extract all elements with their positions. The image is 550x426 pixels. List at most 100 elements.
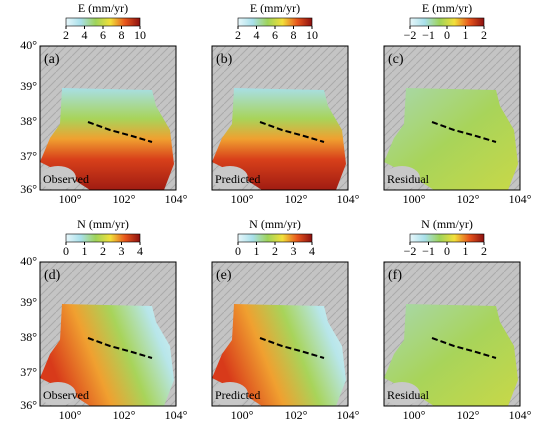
colorbar-tick-label: 2 bbox=[63, 28, 69, 42]
longitude-label: 102° bbox=[113, 192, 136, 206]
colorbar-tick-label: 1 bbox=[82, 244, 88, 258]
longitude-label: 104° bbox=[337, 408, 360, 422]
colorbar-tick-label: 0 bbox=[444, 28, 450, 42]
colorbar-tick-label: 8 bbox=[291, 28, 297, 42]
map-frame bbox=[211, 261, 349, 407]
colorbar bbox=[65, 233, 141, 243]
panel-caption: Residual bbox=[387, 388, 430, 402]
panel-label: (f) bbox=[388, 268, 402, 283]
latitude-label: 36° bbox=[20, 398, 37, 412]
colorbar-tick-label: 10 bbox=[134, 28, 146, 42]
map-frame bbox=[383, 261, 521, 407]
velocity-field bbox=[384, 88, 518, 190]
map-panel: (f) Residual N (mm/yr) −2 −1 0 1 2 100° 102° 104° bbox=[383, 217, 532, 422]
fault-trace bbox=[431, 337, 497, 359]
colorbar bbox=[65, 17, 141, 27]
longitude-label: 100° bbox=[231, 408, 254, 422]
colorbar bbox=[409, 17, 485, 27]
latitude-label: 37° bbox=[20, 149, 37, 163]
colorbar-tick-label: 4 bbox=[82, 28, 88, 42]
latitude-label: 37° bbox=[20, 365, 37, 379]
lake bbox=[384, 382, 420, 406]
fault-trace bbox=[259, 121, 325, 143]
colorbar-tick-label: −1 bbox=[422, 28, 435, 42]
map-panel: (e) Predicted N (mm/yr) 0 1 2 3 4 100° 102° 104° bbox=[211, 217, 360, 422]
colorbar-tick-label: 0 bbox=[235, 244, 241, 258]
latitude-label: 40° bbox=[20, 38, 37, 52]
longitude-label: 102° bbox=[285, 192, 308, 206]
latitude-label: 36° bbox=[20, 182, 37, 196]
colorbar-title: E (mm/yr) bbox=[78, 1, 128, 15]
latitude-label: 38° bbox=[20, 330, 37, 344]
colorbar-tick-label: 8 bbox=[119, 28, 125, 42]
colorbar-tick-label: 1 bbox=[463, 244, 469, 258]
map-frame bbox=[383, 45, 521, 191]
longitude-label: 102° bbox=[457, 192, 480, 206]
colorbar-title: E (mm/yr) bbox=[422, 1, 472, 15]
longitude-label: 104° bbox=[165, 408, 188, 422]
map-panel: (d) Observed N (mm/yr) 0 1 2 3 4 100° 102° 104° 40°… bbox=[20, 217, 187, 422]
colorbar-title: N (mm/yr) bbox=[77, 217, 129, 231]
panel-label: (a) bbox=[44, 52, 60, 67]
colorbar-tick-label: −2 bbox=[404, 244, 417, 258]
colorbar-tick-label: 4 bbox=[137, 244, 143, 258]
lake bbox=[212, 382, 248, 406]
fault-trace bbox=[87, 337, 153, 359]
map-frame bbox=[39, 261, 177, 407]
colorbar-tick-label: 10 bbox=[306, 28, 318, 42]
colorbar-title: N (mm/yr) bbox=[249, 217, 301, 231]
panel-caption: Predicted bbox=[215, 172, 260, 186]
lake bbox=[40, 382, 76, 406]
fault-trace bbox=[87, 121, 153, 143]
panel-caption: Observed bbox=[43, 172, 89, 186]
panel-caption: Predicted bbox=[215, 388, 260, 402]
colorbar-tick-label: 2 bbox=[481, 244, 487, 258]
longitude-label: 102° bbox=[457, 408, 480, 422]
map-panel: (c) Residual E (mm/yr) −2 −1 0 1 2 100° 102° 104° bbox=[383, 1, 532, 206]
colorbar-tick-label: 0 bbox=[63, 244, 69, 258]
panel-label: (e) bbox=[216, 268, 232, 283]
colorbar-tick-label: 2 bbox=[481, 28, 487, 42]
panel-caption: Observed bbox=[43, 388, 89, 402]
lake bbox=[212, 166, 248, 190]
longitude-label: 104° bbox=[509, 408, 532, 422]
colorbar-tick-label: 2 bbox=[100, 244, 106, 258]
colorbar-tick-label: 4 bbox=[309, 244, 315, 258]
longitude-label: 104° bbox=[165, 192, 188, 206]
latitude-label: 38° bbox=[20, 114, 37, 128]
latitude-label: 39° bbox=[20, 295, 37, 309]
colorbar-tick-label: 1 bbox=[463, 28, 469, 42]
colorbar bbox=[409, 233, 485, 243]
lake bbox=[40, 166, 76, 190]
longitude-label: 102° bbox=[113, 408, 136, 422]
longitude-label: 100° bbox=[403, 192, 426, 206]
longitude-label: 100° bbox=[403, 408, 426, 422]
colorbar-tick-label: 6 bbox=[100, 28, 106, 42]
colorbar-title: E (mm/yr) bbox=[250, 1, 300, 15]
panel-label: (d) bbox=[44, 268, 61, 283]
velocity-field bbox=[212, 304, 346, 406]
longitude-label: 100° bbox=[59, 408, 82, 422]
lake bbox=[384, 166, 420, 190]
colorbar-tick-label: 3 bbox=[119, 244, 125, 258]
colorbar-tick-label: 2 bbox=[272, 244, 278, 258]
colorbar bbox=[237, 233, 313, 243]
colorbar-tick-label: −1 bbox=[422, 244, 435, 258]
longitude-label: 100° bbox=[231, 192, 254, 206]
colorbar-tick-label: 3 bbox=[291, 244, 297, 258]
velocity-field bbox=[40, 88, 174, 190]
colorbar-tick-label: 6 bbox=[272, 28, 278, 42]
fault-trace bbox=[259, 337, 325, 359]
colorbar bbox=[237, 17, 313, 27]
map-frame bbox=[39, 45, 177, 191]
latitude-label: 40° bbox=[20, 254, 37, 268]
longitude-label: 100° bbox=[59, 192, 82, 206]
colorbar-tick-label: 0 bbox=[444, 244, 450, 258]
colorbar-tick-label: 2 bbox=[235, 28, 241, 42]
velocity-field bbox=[212, 88, 346, 190]
map-panel: (b) Predicted E (mm/yr) 2 4 6 8 10 100° 102° 104° bbox=[211, 1, 360, 206]
longitude-label: 104° bbox=[337, 192, 360, 206]
velocity-field bbox=[40, 304, 174, 406]
fault-trace bbox=[431, 121, 497, 143]
panel-label: (c) bbox=[388, 52, 404, 67]
